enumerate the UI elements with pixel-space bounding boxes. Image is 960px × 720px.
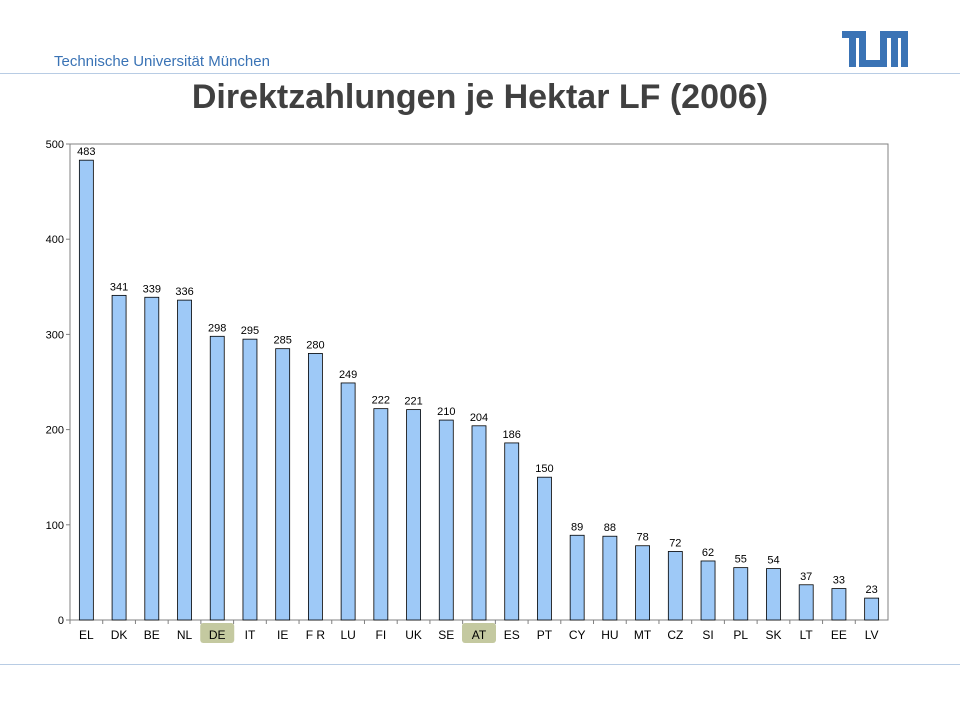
y-tick-label: 200 (46, 425, 64, 437)
bar-value-label: 204 (470, 412, 488, 424)
bar-uk (406, 409, 421, 621)
x-tick-label: IE (277, 628, 288, 642)
y-tick-label: 300 (46, 329, 64, 341)
x-tick-label: HU (601, 628, 618, 642)
bar-fi (373, 408, 389, 621)
x-tick-label: DK (111, 628, 128, 642)
bar-se (438, 419, 454, 621)
bar-value-label: 339 (143, 283, 161, 295)
header-divider (0, 73, 960, 74)
bar-lv (864, 597, 880, 621)
y-tick-label: 500 (46, 139, 64, 151)
x-tick-label: AT (472, 628, 487, 642)
x-tick-label: F R (306, 628, 326, 642)
bar-value-label: 88 (604, 522, 616, 534)
bar-value-label: 54 (767, 555, 779, 567)
x-tick-label: MT (634, 628, 652, 642)
x-tick-label: LU (340, 628, 355, 642)
bar-ee (831, 588, 847, 621)
slide-title: Direktzahlungen je Hektar LF (2006) (191, 78, 769, 116)
category-highlight (462, 623, 496, 643)
bar-value-label: 280 (306, 339, 324, 351)
x-tick-label: EL (79, 628, 94, 642)
bar-value-label: 23 (866, 584, 878, 596)
footer-divider (0, 664, 960, 665)
bar-value-label: 89 (571, 521, 583, 533)
bar-value-label: 336 (175, 286, 193, 298)
bar-value-label: 341 (110, 281, 128, 293)
bar-it (242, 338, 258, 621)
x-tick-label: IT (245, 628, 256, 642)
bar-at (471, 425, 487, 621)
x-tick-label: PT (537, 628, 553, 642)
bar-value-label: 150 (535, 463, 553, 475)
bar-value-label: 222 (372, 395, 390, 407)
x-tick-label: NL (177, 628, 193, 642)
bar-lu (340, 382, 356, 621)
bar-lt (798, 584, 814, 621)
x-tick-label: BE (144, 628, 160, 642)
x-tick-label: DE (209, 628, 226, 642)
bar-pl (733, 567, 749, 621)
bar-de (209, 335, 225, 621)
x-tick-label: FI (376, 628, 387, 642)
x-tick-label: PL (733, 628, 748, 642)
bar-value-label: 72 (669, 537, 681, 549)
y-tick-label: 100 (46, 520, 64, 532)
category-highlight (200, 623, 235, 643)
x-tick-label: LT (800, 628, 814, 642)
bar-dk (111, 294, 127, 621)
x-tick-label: ES (504, 628, 520, 642)
bar-el (78, 159, 94, 621)
bar-value-label: 62 (702, 547, 714, 559)
bar-value-label: 33 (833, 575, 845, 587)
bar-value-label: 37 (800, 571, 812, 583)
bar-value-label: 210 (437, 406, 455, 418)
x-tick-label: UK (405, 628, 422, 642)
y-tick-label: 400 (46, 234, 64, 246)
x-tick-label: CZ (667, 628, 683, 642)
x-tick-label: SI (702, 628, 713, 642)
bar-sk (766, 568, 781, 621)
institution-name: Technische Universität München (54, 53, 270, 70)
bar-value-label: 249 (339, 369, 357, 381)
x-tick-label: EE (831, 628, 847, 642)
bar-hu (602, 535, 618, 621)
bar-value-label: 285 (274, 335, 292, 347)
bar-mt (635, 545, 650, 621)
bar-value-label: 221 (404, 396, 422, 408)
bar-value-label: 295 (241, 325, 259, 337)
bar-value-label: 298 (208, 322, 226, 334)
bar-be (144, 296, 160, 621)
bar-cy (569, 534, 585, 621)
x-tick-label: CY (569, 628, 586, 642)
bar-cz (667, 551, 683, 621)
bar-value-label: 78 (636, 532, 648, 544)
y-tick-label: 0 (58, 615, 64, 627)
bar-ie (275, 348, 291, 621)
bar-value-label: 55 (735, 554, 747, 566)
bar-fr (307, 353, 323, 621)
bar-pt (537, 476, 552, 621)
x-tick-label: SK (765, 628, 781, 642)
bar-es (504, 442, 520, 621)
bar-si (700, 560, 716, 621)
bar-value-label: 483 (77, 146, 95, 158)
bar-nl (177, 299, 192, 621)
tum-logo-icon (842, 31, 908, 67)
x-tick-label: LV (865, 628, 879, 642)
x-tick-label: SE (438, 628, 454, 642)
bar-value-label: 186 (503, 429, 521, 441)
